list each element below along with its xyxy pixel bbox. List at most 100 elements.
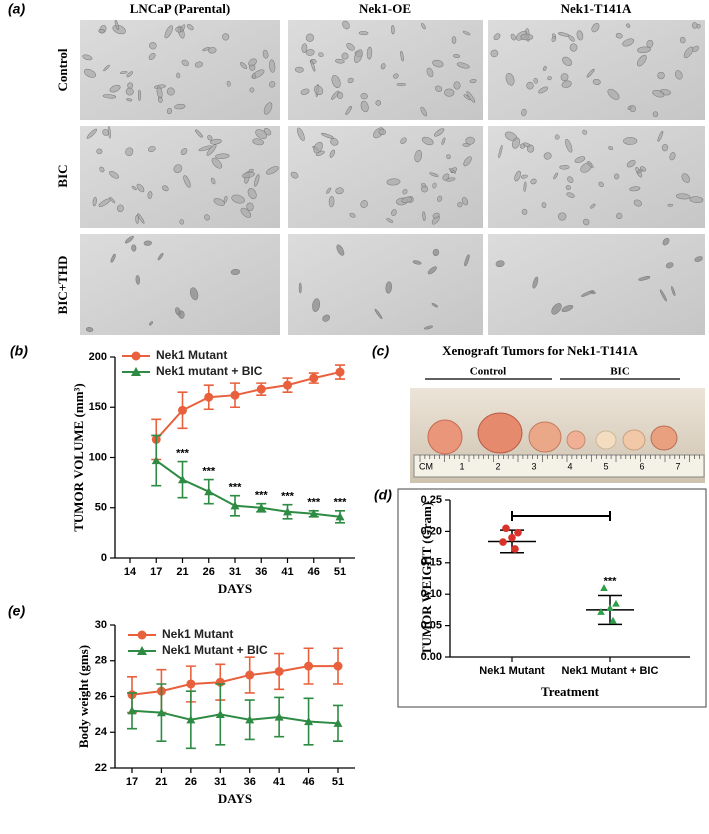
cell — [148, 146, 156, 152]
marker — [600, 584, 608, 591]
marker — [304, 717, 314, 726]
cell — [166, 87, 175, 96]
marker — [256, 384, 266, 394]
micrograph — [288, 20, 483, 120]
legend-label: Nek1 Mutant + BIC — [162, 643, 268, 657]
y-tick-label: 30 — [95, 619, 107, 631]
cell — [402, 189, 408, 195]
cell — [313, 141, 323, 154]
cell — [103, 64, 110, 72]
marker — [204, 487, 214, 496]
marker — [245, 715, 255, 724]
marker — [333, 661, 343, 671]
legend-label: Nek1 mutant + BIC — [156, 364, 263, 378]
cell — [586, 68, 595, 78]
cell — [400, 137, 407, 144]
cell — [466, 91, 476, 103]
x-tick-label: 36 — [255, 566, 267, 578]
cell — [659, 289, 667, 302]
cell — [533, 78, 538, 84]
x-tick-label: 21 — [155, 776, 167, 788]
cell — [538, 86, 549, 94]
tumor — [650, 425, 678, 451]
cell — [157, 96, 163, 103]
y-tick-label: 200 — [89, 351, 107, 363]
y-tick-label: 0.00 — [421, 651, 442, 663]
cell — [231, 194, 245, 204]
significance-label: *** — [176, 447, 190, 459]
cell — [96, 148, 103, 155]
micrograph — [488, 234, 705, 335]
series-line — [131, 709, 339, 725]
cell — [421, 136, 434, 146]
cell — [554, 134, 560, 140]
cell — [226, 80, 231, 87]
cell — [290, 171, 299, 179]
cell — [551, 36, 557, 42]
cell — [553, 172, 558, 180]
series-line — [131, 665, 338, 696]
tumor — [622, 429, 646, 451]
cell — [328, 196, 335, 208]
cell — [463, 156, 472, 167]
x-tick-label: 26 — [185, 776, 197, 788]
cell — [592, 78, 601, 85]
y-tick-label: 22 — [95, 762, 107, 774]
y-tick-label: 0.05 — [421, 620, 442, 632]
cell — [657, 71, 665, 80]
cell — [342, 20, 350, 30]
marker — [186, 715, 196, 724]
y-tick-label: 28 — [95, 655, 107, 667]
marker — [151, 456, 161, 465]
cell — [210, 177, 216, 185]
cell — [248, 58, 257, 67]
marker — [499, 538, 507, 546]
cell — [463, 94, 471, 101]
cell — [189, 287, 199, 301]
cell — [421, 23, 426, 30]
cell — [543, 152, 552, 160]
marker — [178, 475, 187, 484]
cell — [102, 94, 117, 99]
cell — [615, 32, 623, 39]
cell — [194, 61, 203, 68]
cell — [208, 47, 217, 54]
cell — [305, 49, 315, 56]
marker — [609, 616, 617, 624]
cell — [326, 187, 332, 194]
cell — [469, 79, 477, 84]
cell — [637, 46, 651, 54]
cell — [137, 89, 141, 101]
x-tick-label: 31 — [214, 776, 226, 788]
cell — [360, 93, 368, 100]
cell — [109, 197, 116, 204]
cell — [255, 129, 268, 140]
cell — [254, 174, 260, 187]
cell — [99, 166, 105, 173]
cell — [386, 178, 401, 186]
cell — [493, 33, 501, 41]
marker — [178, 405, 187, 415]
cell — [131, 244, 137, 252]
cell — [102, 129, 109, 136]
cell — [582, 129, 588, 135]
marker — [304, 661, 314, 671]
cell — [510, 33, 516, 41]
column-header: Nek1-OE — [359, 1, 411, 16]
x-tick-label: 14 — [124, 566, 137, 578]
cell — [213, 198, 225, 206]
cell — [629, 186, 641, 192]
x-tick-label: 21 — [176, 566, 188, 578]
cell — [445, 177, 456, 182]
tumor — [477, 412, 523, 454]
cell — [565, 138, 573, 153]
cell — [179, 219, 185, 225]
cell — [465, 136, 475, 145]
x-tick-label: 41 — [281, 566, 293, 578]
cell — [512, 137, 520, 149]
cell — [180, 148, 188, 156]
row-header: Control — [55, 48, 70, 91]
cell — [422, 211, 426, 221]
cell — [124, 235, 134, 244]
cell — [298, 282, 302, 294]
